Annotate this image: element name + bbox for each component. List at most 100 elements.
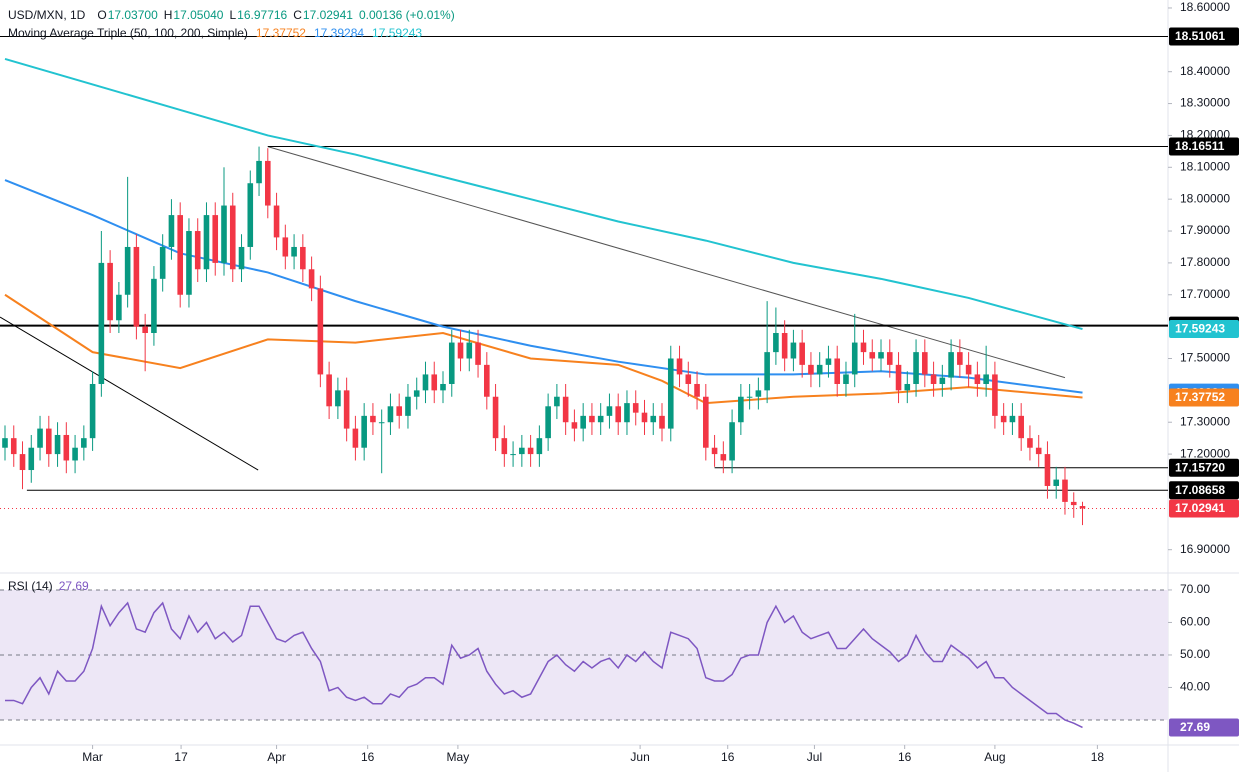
- rsi-current-label: 27.69: [1180, 720, 1210, 734]
- header-l: 16.97716: [237, 8, 287, 22]
- candle-body: [457, 342, 464, 359]
- candle-body: [580, 415, 586, 429]
- candle-body: [895, 364, 902, 391]
- y-tick-label: 17.50000: [1180, 351, 1230, 365]
- x-tick-label: 18: [1091, 750, 1105, 764]
- rsi-y-tick-label: 50.00: [1180, 647, 1210, 661]
- candle-body: [922, 352, 928, 375]
- candle-body: [405, 396, 411, 416]
- candle-body: [54, 434, 61, 455]
- candle-body: [63, 434, 70, 461]
- candle-body: [142, 326, 148, 334]
- price-label-box: [1169, 320, 1239, 339]
- candle-body: [974, 374, 981, 384]
- x-tick-label: Apr: [267, 750, 286, 764]
- price-label: 17.59243: [1175, 322, 1225, 336]
- rsi-y-tick-label: 70.00: [1180, 582, 1210, 596]
- candle-body: [501, 438, 508, 455]
- candle-body: [159, 246, 166, 279]
- y-tick-label: 17.30000: [1180, 414, 1230, 428]
- candle-body: [107, 262, 113, 321]
- candle-body: [913, 352, 919, 384]
- candle-body: [676, 358, 683, 375]
- candle-body: [1009, 415, 1016, 423]
- candle-body: [755, 390, 762, 397]
- candle-body: [694, 383, 700, 397]
- candle-body: [387, 406, 394, 423]
- candle-body: [81, 438, 87, 448]
- candle-body: [335, 390, 341, 407]
- candle-body: [98, 262, 105, 384]
- candle-body: [177, 215, 183, 295]
- candle-body: [1035, 447, 1042, 455]
- y-tick-label: 17.20000: [1180, 446, 1230, 460]
- candle-body: [589, 415, 595, 423]
- candle-body: [992, 374, 998, 416]
- y-tick-label: 18.40000: [1180, 64, 1230, 78]
- candle-body: [291, 246, 297, 257]
- price-label: 17.02941: [1175, 501, 1225, 515]
- price-label-box: [1169, 499, 1239, 518]
- header-o: 17.03700: [108, 8, 158, 22]
- candle-body: [1018, 415, 1024, 439]
- candle-body: [89, 383, 96, 439]
- y-tick-label: 17.90000: [1180, 223, 1230, 237]
- price-label: 17.37752: [1175, 390, 1225, 404]
- header-symbol: USD/MXN, 1D: [8, 8, 86, 22]
- x-tick-label: Mar: [82, 750, 103, 764]
- candle-body: [948, 352, 954, 378]
- candle-body: [151, 278, 157, 334]
- candle-body: [484, 364, 490, 397]
- candle-body: [492, 396, 499, 439]
- trendline: [0, 316, 259, 471]
- candle-body: [72, 447, 78, 461]
- candle-body: [45, 428, 52, 455]
- trendline: [267, 146, 1066, 379]
- header-l-label: L: [229, 8, 236, 22]
- candle-body: [703, 396, 709, 448]
- x-tick-label: 16: [721, 750, 735, 764]
- candle-body: [536, 438, 543, 455]
- candle-body: [562, 396, 569, 423]
- candle-body: [133, 246, 140, 327]
- candle-body: [904, 383, 911, 391]
- x-tick-label: May: [447, 750, 470, 764]
- candle-body: [413, 390, 420, 397]
- moving-average: [4, 293, 1083, 405]
- x-tick-label: Aug: [984, 750, 1005, 764]
- candle-body: [475, 342, 481, 365]
- candle-body: [606, 406, 613, 416]
- y-tick-label: 17.70000: [1180, 287, 1230, 301]
- candle-body: [256, 160, 262, 184]
- header-h-label: H: [164, 8, 173, 22]
- candle-body: [1027, 438, 1033, 448]
- price-label-box: [1169, 137, 1239, 156]
- candle-body: [886, 352, 893, 365]
- candle-body: [851, 342, 858, 375]
- candle-body: [352, 428, 359, 448]
- candle-body: [247, 183, 254, 247]
- candle-body: [264, 160, 271, 206]
- price-label: 17.15720: [1175, 460, 1225, 474]
- candle-body: [659, 415, 665, 429]
- candle-body: [378, 422, 385, 424]
- candle-body: [799, 342, 805, 365]
- rsi-value: 27.69: [59, 579, 89, 593]
- candle-body: [370, 415, 376, 423]
- candle-body: [641, 412, 648, 423]
- candle-body: [28, 447, 35, 471]
- candle-body: [422, 374, 429, 391]
- candle-body: [186, 231, 192, 295]
- candle-body: [300, 246, 306, 270]
- candle-body: [685, 374, 692, 384]
- candle-body: [116, 294, 122, 321]
- candle-body: [203, 215, 210, 270]
- candle-body: [738, 396, 744, 423]
- candle-body: [615, 406, 622, 423]
- candle-body: [466, 342, 473, 359]
- price-label-box: [1169, 27, 1239, 46]
- candle-body: [1070, 501, 1077, 506]
- candle-body: [860, 342, 867, 353]
- candle-body: [816, 364, 823, 375]
